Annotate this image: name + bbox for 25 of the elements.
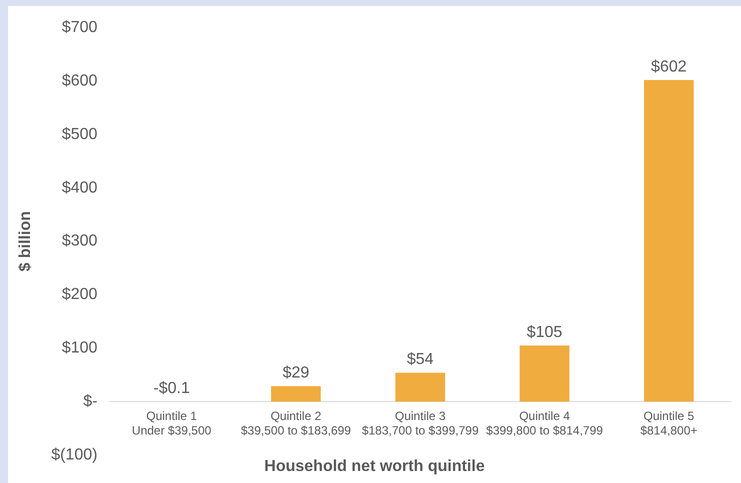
y-tick-label: $500 [62, 126, 98, 143]
data-label: $54 [406, 351, 434, 368]
x-tick-label: Quintile 4 $399,800 to $814,799 [486, 409, 604, 438]
x-tick-label: Quintile 2 $39,500 to $183,699 [240, 409, 352, 438]
bar [395, 372, 446, 402]
bar [271, 386, 321, 402]
x-axis-title: Household net worth quintile [264, 458, 485, 475]
data-label: $29 [282, 364, 310, 382]
y-tick-label: $700 [62, 19, 98, 36]
y-tick-label: $- [83, 392, 98, 410]
bar [520, 345, 570, 402]
bar [644, 80, 694, 402]
x-tick-label: Quintile 3 $183,700 to $399,799 [362, 409, 479, 438]
y-tick-label: $(100) [51, 446, 98, 464]
y-axis-title: $ billion [17, 211, 34, 272]
y-tick-label: $100 [62, 340, 98, 357]
x-tick-label: Quintile 1 Under $39,500 [132, 409, 212, 438]
data-label: $105 [526, 324, 562, 341]
data-label: -$0.1 [153, 380, 190, 397]
y-tick-label: $300 [62, 232, 98, 250]
x-tick-label: Quintile 5 $814,800+ [640, 409, 698, 438]
y-tick-label: $600 [62, 72, 98, 90]
y-tick-label: $400 [62, 179, 98, 196]
data-label: $602 [651, 58, 687, 76]
y-tick-label: $200 [62, 286, 98, 304]
